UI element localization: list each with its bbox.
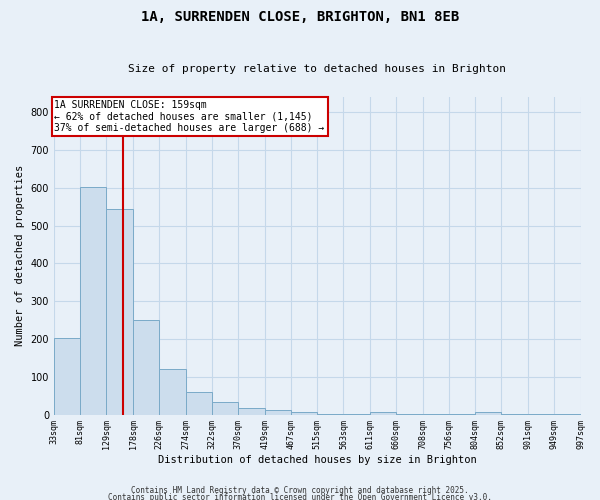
Bar xyxy=(291,412,317,414)
Bar xyxy=(54,338,80,414)
Bar xyxy=(475,412,501,414)
Bar xyxy=(265,410,291,414)
Title: Size of property relative to detached houses in Brighton: Size of property relative to detached ho… xyxy=(128,64,506,74)
Text: 1A SURRENDEN CLOSE: 159sqm
← 62% of detached houses are smaller (1,145)
37% of s: 1A SURRENDEN CLOSE: 159sqm ← 62% of deta… xyxy=(55,100,325,134)
Text: Contains public sector information licensed under the Open Government Licence v3: Contains public sector information licen… xyxy=(108,494,492,500)
Bar xyxy=(80,186,106,414)
Bar xyxy=(160,369,185,414)
X-axis label: Distribution of detached houses by size in Brighton: Distribution of detached houses by size … xyxy=(158,455,476,465)
Text: 1A, SURRENDEN CLOSE, BRIGHTON, BN1 8EB: 1A, SURRENDEN CLOSE, BRIGHTON, BN1 8EB xyxy=(141,10,459,24)
Y-axis label: Number of detached properties: Number of detached properties xyxy=(15,165,25,346)
Bar xyxy=(370,412,397,414)
Bar xyxy=(106,208,133,414)
Bar xyxy=(212,402,238,414)
Bar xyxy=(238,408,265,414)
Bar xyxy=(185,392,212,414)
Bar xyxy=(133,320,160,414)
Text: Contains HM Land Registry data © Crown copyright and database right 2025.: Contains HM Land Registry data © Crown c… xyxy=(131,486,469,495)
